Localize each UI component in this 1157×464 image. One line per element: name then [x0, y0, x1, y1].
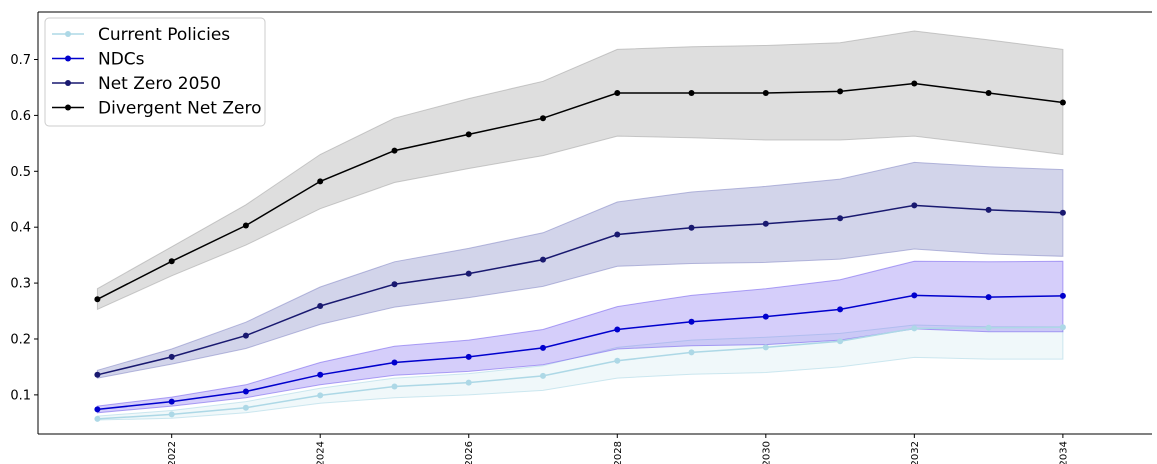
point-current-policies — [540, 372, 546, 379]
point-current-policies — [168, 411, 175, 418]
ytick-label: 0.2 — [10, 332, 31, 347]
line-net-zero-2050 — [97, 204, 1063, 376]
series-lines — [97, 82, 1063, 420]
point-ndcs — [688, 318, 695, 325]
legend-label: Net Zero 2050 — [98, 74, 221, 94]
point-current-policies — [1059, 324, 1066, 331]
xtick-label: 2032 — [910, 441, 921, 464]
point-current-policies — [94, 415, 101, 422]
point-current-policies — [614, 357, 621, 364]
point-ndcs — [1059, 292, 1066, 299]
point-net-zero-2050 — [168, 353, 175, 360]
legend: Current Policies NDCs Net Zero 2050 Diverge… — [44, 17, 266, 127]
point-current-policies — [762, 344, 769, 351]
point-divergent-net-zero — [391, 147, 398, 154]
point-net-zero-2050 — [540, 256, 546, 263]
point-ndcs — [614, 326, 621, 333]
point-ndcs — [911, 292, 918, 299]
point-net-zero-2050 — [242, 332, 249, 339]
point-ndcs — [94, 406, 101, 413]
y-ticks: 0.1 0.2 0.3 0.4 0.5 0.6 0.7 — [10, 53, 38, 403]
point-net-zero-2050 — [614, 231, 621, 238]
point-current-policies — [837, 338, 844, 345]
legend-swatch-marker — [65, 55, 71, 62]
line-ndcs — [97, 294, 1063, 411]
point-net-zero-2050 — [94, 371, 101, 378]
ytick-label: 0.4 — [10, 221, 31, 236]
band-divergent-net-zero — [96, 30, 1064, 311]
point-net-zero-2050 — [1059, 209, 1066, 216]
line-current-policies — [97, 326, 1063, 420]
point-current-policies — [465, 379, 472, 386]
legend-label: Divergent Net Zero — [98, 99, 261, 119]
legend-swatch-marker — [65, 104, 71, 111]
point-current-policies — [242, 404, 249, 411]
point-net-zero-2050 — [391, 281, 398, 288]
ytick-label: 0.7 — [10, 53, 31, 68]
point-ndcs — [242, 388, 249, 395]
point-divergent-net-zero — [911, 80, 918, 87]
point-net-zero-2050 — [465, 270, 472, 277]
point-divergent-net-zero — [688, 90, 695, 96]
xtick-label: 2034 — [1058, 441, 1069, 464]
point-net-zero-2050 — [837, 215, 844, 222]
point-net-zero-2050 — [985, 206, 992, 213]
xtick-label: 2026 — [464, 441, 475, 464]
point-current-policies — [985, 324, 992, 331]
confidence-bands — [96, 30, 1064, 421]
point-divergent-net-zero — [837, 88, 844, 95]
point-ndcs — [168, 398, 175, 405]
point-current-policies — [317, 392, 324, 399]
point-ndcs — [540, 344, 546, 351]
legend-label: NDCs — [98, 50, 145, 70]
line-divergent-net-zero — [97, 82, 1063, 300]
point-divergent-net-zero — [762, 90, 769, 96]
point-divergent-net-zero — [540, 115, 546, 122]
xtick-label: 2022 — [167, 441, 178, 464]
x-ticks: 2022 2024 2026 2028 2030 2032 2034 — [167, 434, 1069, 464]
axes — [37, 11, 1152, 435]
band-net-zero-2050 — [96, 161, 1064, 379]
point-net-zero-2050 — [317, 303, 324, 309]
point-divergent-net-zero — [317, 178, 324, 185]
xtick-label: 2024 — [316, 441, 327, 464]
legend-swatch-marker — [65, 31, 71, 37]
point-ndcs — [465, 353, 472, 360]
ytick-label: 0.1 — [10, 388, 31, 403]
point-current-policies — [911, 325, 918, 332]
point-net-zero-2050 — [911, 202, 918, 209]
band-ndcs — [96, 260, 1064, 414]
xtick-label: 2028 — [613, 441, 624, 464]
legend-label: Current Policies — [98, 25, 230, 45]
point-ndcs — [837, 306, 844, 313]
point-divergent-net-zero — [1059, 99, 1066, 106]
point-divergent-net-zero — [94, 296, 101, 303]
point-current-policies — [688, 349, 695, 356]
point-current-policies — [391, 383, 398, 390]
point-net-zero-2050 — [688, 224, 695, 231]
point-divergent-net-zero — [985, 90, 992, 96]
ytick-label: 0.3 — [10, 277, 31, 292]
series-points — [94, 80, 1066, 422]
legend-swatch-marker — [65, 80, 71, 86]
xtick-label: 2030 — [761, 441, 772, 464]
point-divergent-net-zero — [614, 90, 621, 96]
point-net-zero-2050 — [762, 220, 769, 227]
legend-frame — [44, 17, 266, 127]
point-ndcs — [985, 294, 992, 301]
point-divergent-net-zero — [168, 258, 175, 265]
point-ndcs — [762, 313, 769, 320]
band-current-policies — [96, 324, 1064, 421]
point-ndcs — [317, 371, 324, 378]
point-ndcs — [391, 359, 398, 366]
point-divergent-net-zero — [242, 222, 249, 229]
point-divergent-net-zero — [465, 131, 472, 138]
ytick-label: 0.6 — [10, 109, 31, 124]
ytick-label: 0.5 — [10, 165, 31, 180]
